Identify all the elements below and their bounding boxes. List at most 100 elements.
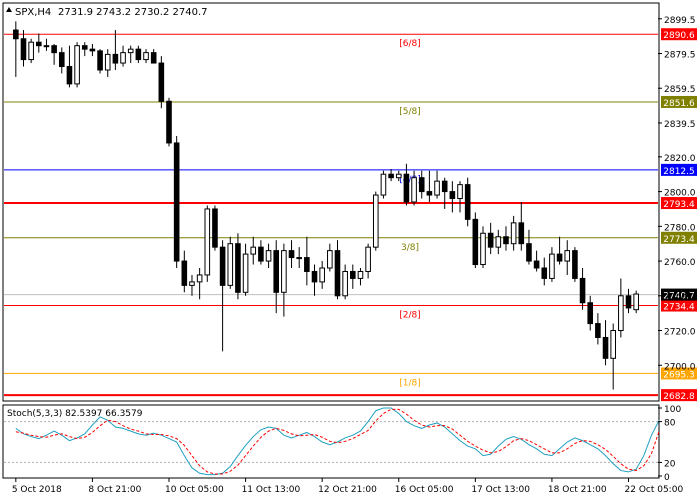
candle-body-bear <box>158 62 165 102</box>
price-tick-label: 2839.5 <box>664 120 696 130</box>
candle-body-bull <box>480 232 486 266</box>
stoch-tick-label: 100 <box>664 405 681 415</box>
candle-body-bull <box>104 53 111 71</box>
candle <box>395 170 402 182</box>
level-price-text: 2851.6 <box>663 99 695 109</box>
candle-body-bear <box>464 184 471 220</box>
candle-body-bull <box>411 177 417 203</box>
candle <box>472 212 479 268</box>
candle <box>327 243 333 272</box>
candle-body-bull <box>327 250 333 269</box>
stoch-tick-label: 0 <box>664 473 670 483</box>
stoch-tick-label: 80 <box>664 419 676 429</box>
candle-body-bear <box>166 100 172 144</box>
candle-body-bull <box>120 52 126 64</box>
candle <box>173 136 180 268</box>
candle-body-bear <box>304 257 310 272</box>
candle-body-bear <box>273 250 280 293</box>
level-price-text: 2890.6 <box>663 31 695 41</box>
level-label: [4/8] <box>399 175 421 185</box>
candle <box>143 49 149 64</box>
candle-body-bear <box>572 250 578 279</box>
candle-body-bull <box>372 194 379 248</box>
candle <box>526 229 532 265</box>
candle-body-bear <box>350 270 356 279</box>
candle <box>518 202 525 251</box>
candle <box>403 163 410 206</box>
candle-body-bull <box>510 222 517 245</box>
candle <box>189 274 195 296</box>
candle <box>610 323 616 390</box>
stoch-main-line <box>15 407 660 476</box>
time-tick-label: 22 Oct 05:00 <box>625 485 684 495</box>
candle <box>219 240 226 352</box>
candle <box>150 49 157 64</box>
candle-body-bull <box>434 180 440 196</box>
time-tick-label: 11 Oct 13:00 <box>242 485 301 495</box>
candle-body-bull <box>127 48 134 54</box>
candle <box>288 240 295 268</box>
candle-body-bull <box>204 208 211 276</box>
level-price-badge <box>661 163 697 176</box>
candle-body-bear <box>334 250 341 297</box>
candle-body-bull <box>357 270 364 279</box>
candle-body-bull <box>618 295 624 332</box>
level-price-badge <box>661 95 697 108</box>
candle-body-bear <box>487 232 494 248</box>
candle <box>120 45 126 67</box>
candle-body-bull <box>296 257 302 260</box>
candle <box>58 47 65 74</box>
level-label: [5/8] <box>399 107 421 117</box>
candle <box>595 313 601 345</box>
candle <box>273 240 280 314</box>
time-tick-label: 10 Oct 05:00 <box>165 485 224 495</box>
candle <box>235 233 241 300</box>
candle <box>380 170 387 199</box>
level-label: [2/8] <box>399 311 421 321</box>
chart-title: SPX,H4 2731.9 2743.2 2730.2 2740.7 <box>6 7 208 18</box>
time-tick-label: 8 Oct 21:00 <box>88 485 141 495</box>
axes: 2899.5 2879.5 2859.5 2839.5 2820.0 2800.0 2780… <box>12 16 696 495</box>
candle <box>549 247 555 282</box>
candle <box>158 56 165 109</box>
candle-body-bear <box>212 208 218 248</box>
symbol-label: SPX,H4 <box>15 7 51 18</box>
candle-body-bear <box>181 260 188 286</box>
candle-body-bear <box>150 52 157 64</box>
level-price-text: 2773.4 <box>663 235 695 245</box>
candle-body-bear <box>51 45 57 54</box>
price-tick-label: 2780.0 <box>664 223 696 233</box>
candle-body-bear <box>579 277 586 304</box>
candle <box>36 33 42 53</box>
level-price-badge <box>661 197 697 210</box>
candle <box>602 320 609 366</box>
candle-body-bear <box>97 50 103 71</box>
price-tick-label: 2760.0 <box>664 258 696 268</box>
stoch-label: Stoch(5,3,3) 82.5397 66.3579 <box>7 409 143 419</box>
stoch-tick-label: 20 <box>664 459 676 469</box>
candle-body-bull <box>143 52 149 61</box>
price-tick-label: 2800.0 <box>664 189 696 199</box>
candle-body-bear <box>625 295 632 309</box>
candle <box>296 247 302 268</box>
candle <box>441 177 448 209</box>
candle <box>357 268 364 286</box>
candle-body-bear <box>135 48 142 61</box>
murrey-levels: [6/8] 2890.6 [5/8] 2851.6 [4/8] 2812.5 2793.4 3… <box>4 28 697 402</box>
triangle-icon <box>6 7 12 12</box>
candle <box>495 229 502 255</box>
candle-body-bull <box>43 45 50 48</box>
candle <box>127 45 134 64</box>
candle <box>487 222 494 255</box>
candle-body-bear <box>81 45 88 50</box>
candle <box>20 30 27 67</box>
level-price-badge <box>661 299 697 312</box>
candle <box>510 215 517 251</box>
candle-body-bull <box>319 267 325 283</box>
candle <box>411 170 417 206</box>
candle-body-bull <box>380 173 387 196</box>
candle <box>281 243 287 317</box>
candle <box>212 205 218 251</box>
candle-body-bear <box>503 236 509 245</box>
